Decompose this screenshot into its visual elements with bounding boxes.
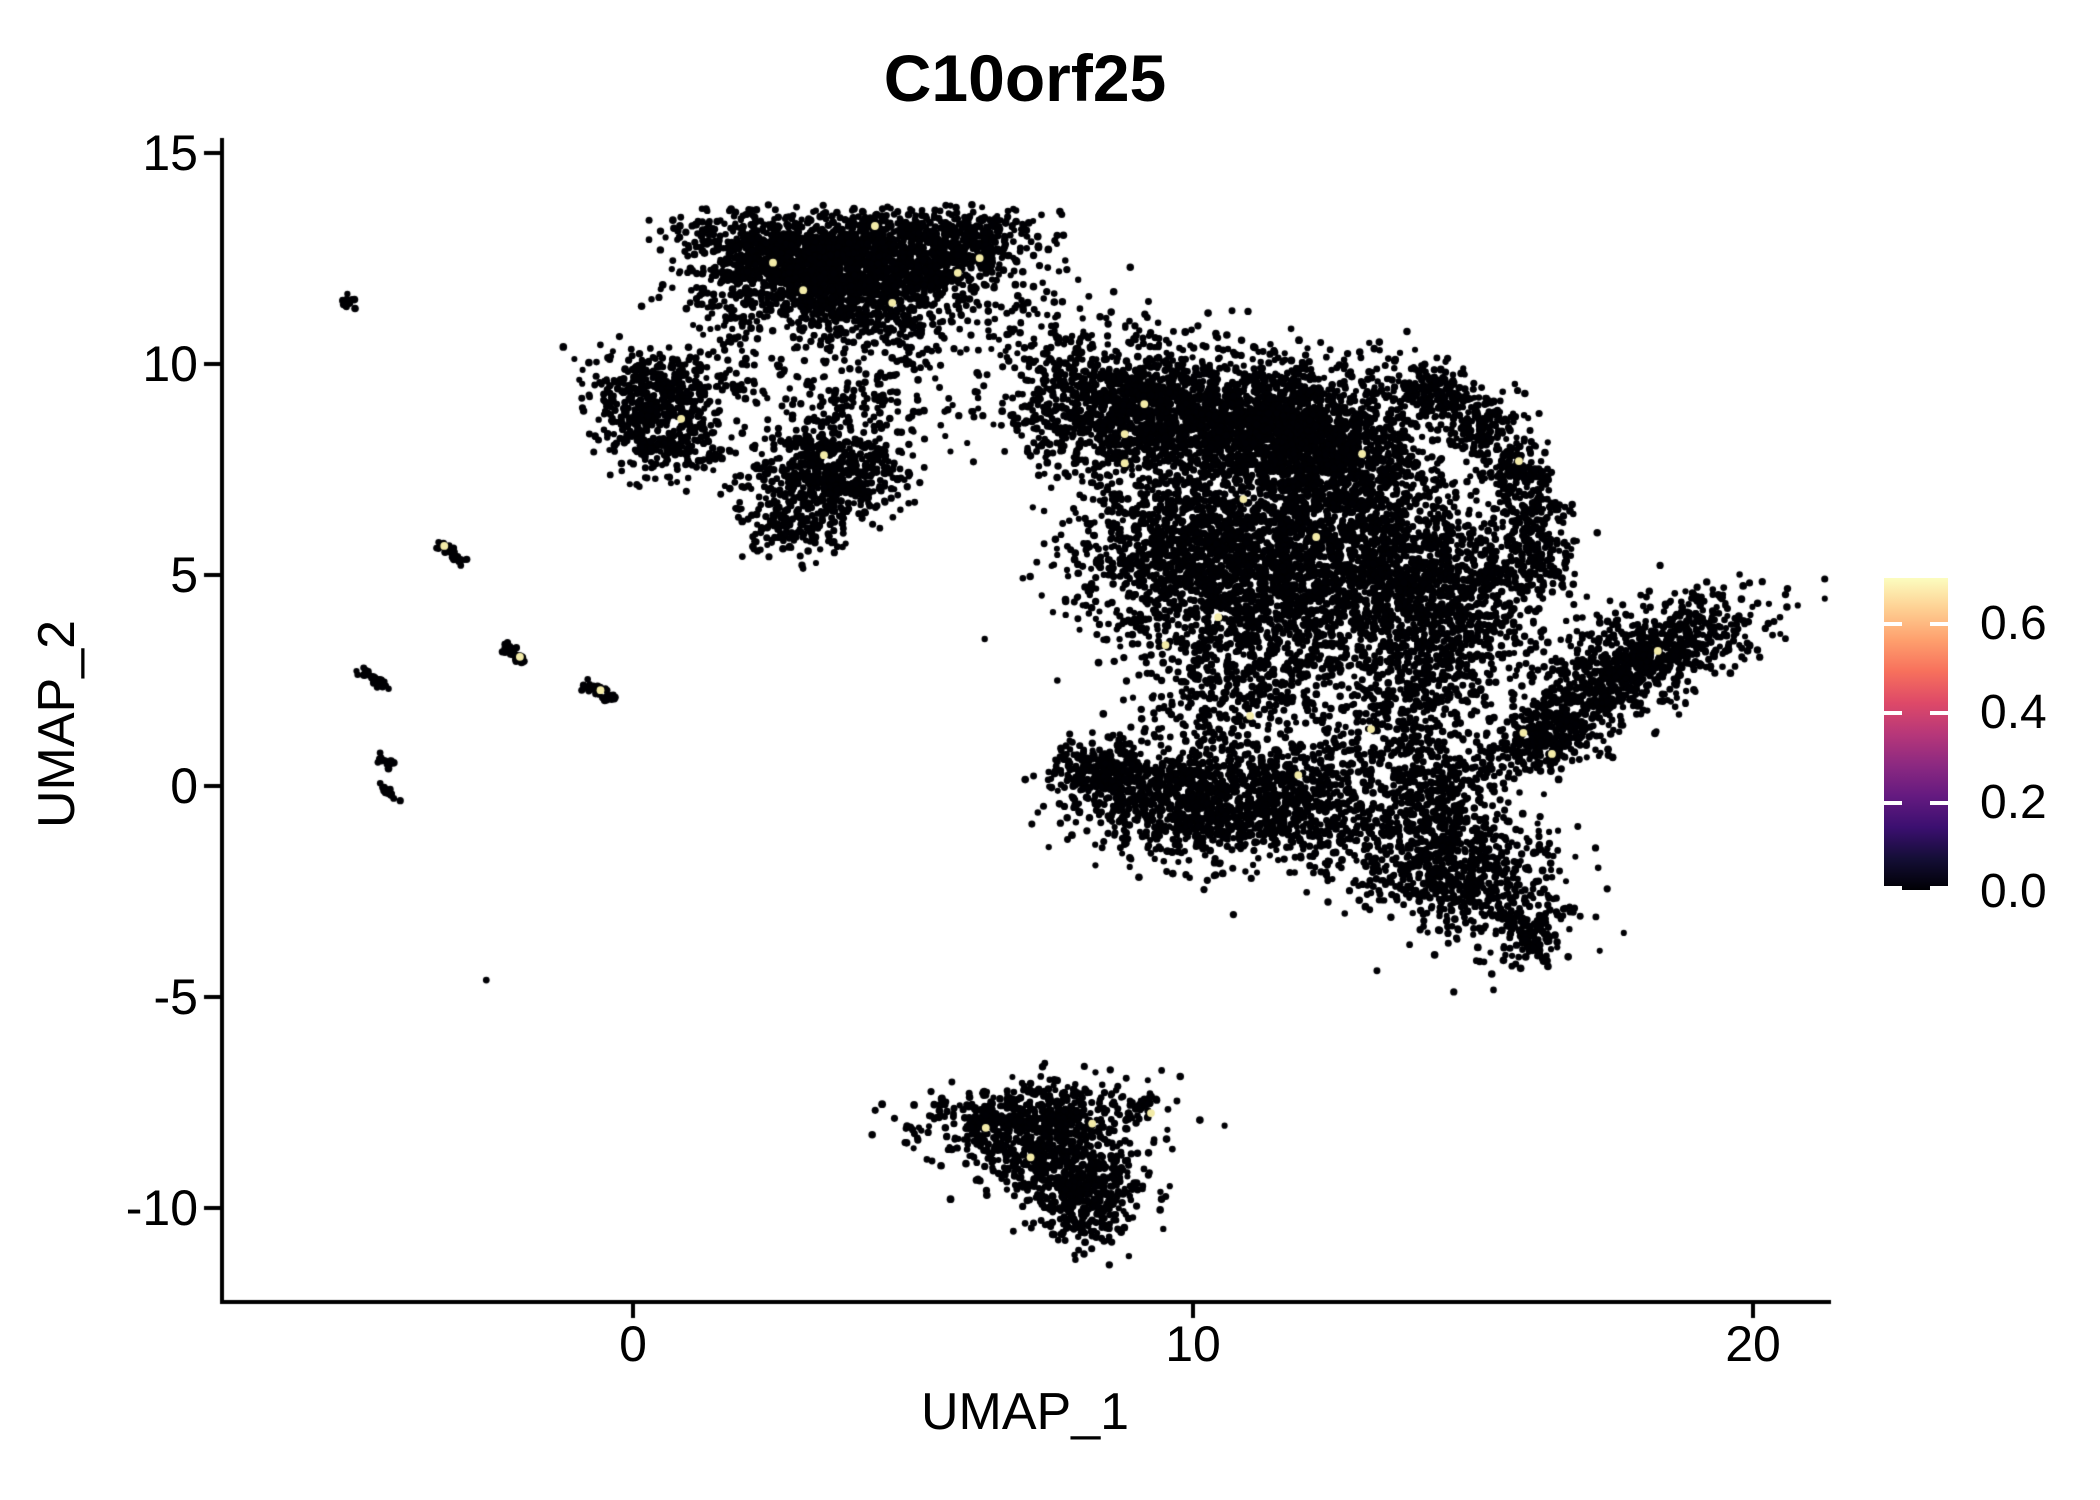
y-tick-label: 10	[142, 336, 198, 392]
legend-tick-mark	[1930, 621, 1948, 626]
y-tick-label: -10	[125, 1180, 198, 1236]
legend-tick-mark	[1884, 886, 1902, 890]
x-tick-label: 10	[1165, 1316, 1221, 1372]
legend-tick-mark	[1930, 886, 1948, 890]
legend-tick-mark	[1930, 711, 1948, 716]
y-tick-label: 5	[170, 547, 198, 603]
x-tick-label: 0	[619, 1316, 647, 1372]
y-tick-label: 15	[142, 125, 198, 181]
y-tick-label: -5	[153, 969, 198, 1025]
legend-tick-label: 0.4	[1980, 686, 2047, 740]
legend-tick-label: 0.0	[1980, 865, 2047, 918]
legend-tick-mark	[1884, 800, 1902, 805]
chart-title: C10orf25	[883, 41, 1167, 115]
y-tick-label: 0	[170, 758, 198, 814]
x-tick-label: 20	[1725, 1316, 1781, 1372]
x-axis-title: UMAP_1	[920, 1383, 1130, 1441]
legend-tick-mark	[1884, 621, 1902, 626]
legend-tick-mark	[1884, 711, 1902, 716]
legend-tick-mark	[1930, 800, 1948, 805]
legend-tick-label: 0.2	[1980, 775, 2047, 829]
legend-tick-label: 0.6	[1980, 596, 2047, 650]
